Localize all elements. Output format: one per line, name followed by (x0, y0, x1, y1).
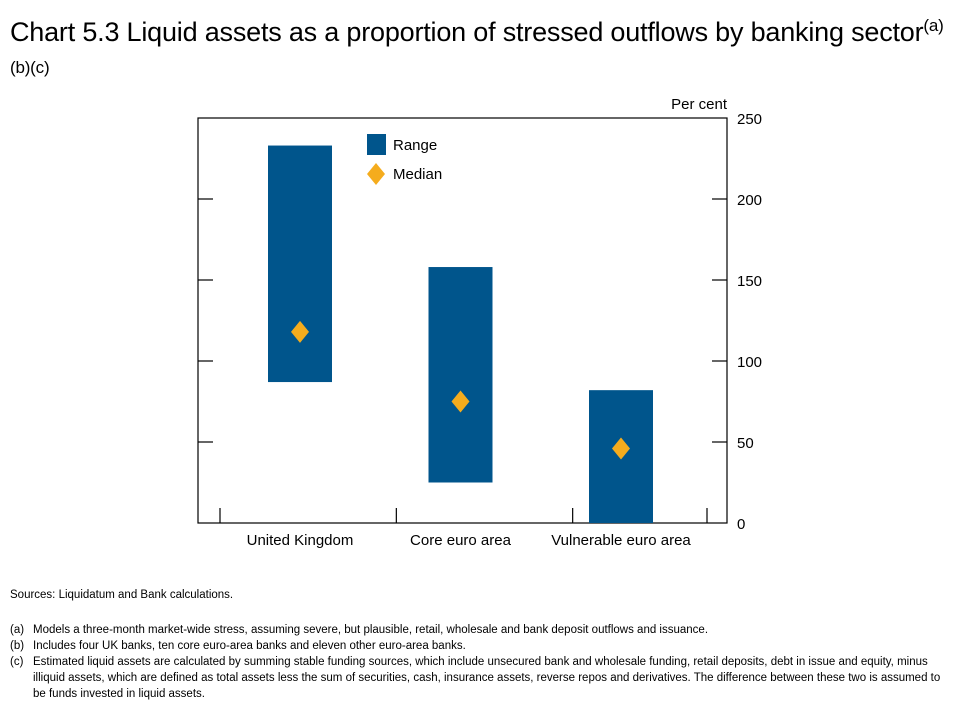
x-tick-label: United Kingdom (247, 532, 354, 549)
legend-swatch-range (367, 134, 386, 155)
footnote-b: (b) Includes four UK banks, ten core euro… (10, 640, 466, 652)
x-tick-label: Core euro area (410, 532, 512, 549)
footnote-a: (a) Models a three-month market-wide stre… (10, 624, 709, 636)
x-tick-label: Vulnerable euro area (551, 532, 691, 549)
chart-title-text: Chart 5.3 Liquid assets as a proportion … (10, 17, 924, 47)
range-chart: 0 50 100 150 200 250 Per cent United Kingdom Cor… (197, 96, 762, 549)
legend-label-median: Median (393, 166, 442, 183)
range-bar (268, 145, 332, 383)
median-marker (612, 437, 630, 460)
sources-note: Sources: Liquidatum and Bank calculation… (10, 589, 234, 601)
plot-frame (197, 117, 728, 524)
footnote-c: (c) Estimated liquid assets are calculate… (10, 656, 941, 700)
legend-swatch-median (367, 163, 385, 185)
y-tick-label: 200 (737, 192, 762, 209)
median-marker (291, 320, 309, 343)
chart-title: Chart 5.3 Liquid assets as a proportion … (10, 8, 950, 92)
y-tick-label: 0 (737, 516, 745, 533)
y-axis-label: Per cent (671, 96, 728, 113)
y-tick-label: 100 (737, 354, 762, 371)
chart-title-superscript: (a)(b)(c) (10, 16, 944, 77)
range-bar (428, 267, 493, 483)
legend-label-range: Range (393, 137, 437, 154)
y-tick-label: 150 (737, 273, 762, 290)
footnotes: (a) Models a three-month market-wide stre… (10, 622, 945, 702)
y-tick-label: 50 (737, 435, 754, 452)
median-marker (451, 390, 470, 413)
y-tick-label: 250 (737, 111, 762, 128)
